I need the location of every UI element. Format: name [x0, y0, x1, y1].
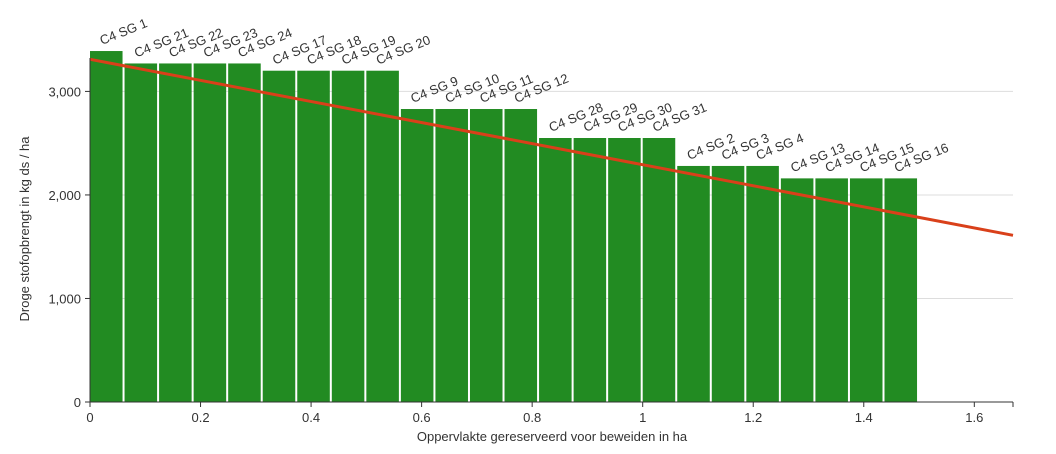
- y-axis-label: Droge stofopbrengt in kg ds / ha: [17, 136, 32, 322]
- bar: [400, 109, 434, 402]
- bar: [677, 165, 710, 402]
- y-tick-label: 3,000: [48, 84, 81, 99]
- x-tick-label: 0.8: [523, 410, 541, 425]
- bar: [815, 178, 848, 402]
- y-axis-ticks: 0 1,000 2,000 3,000: [48, 84, 90, 410]
- bar: [469, 109, 503, 402]
- x-tick-label: 0.6: [413, 410, 431, 425]
- trend-line: [89, 57, 1014, 237]
- x-tick-label: 1.4: [855, 410, 873, 425]
- bar: [228, 63, 261, 402]
- bar: [573, 138, 607, 402]
- bar: [366, 70, 399, 403]
- x-axis-label: Oppervlakte gereserveerd voor beweiden i…: [417, 429, 688, 444]
- bar: [297, 70, 330, 403]
- bar: [746, 165, 779, 402]
- bar: [159, 63, 192, 402]
- bar: [849, 178, 883, 402]
- bar: [124, 63, 158, 402]
- trend-line-group: [89, 57, 1014, 237]
- bar: [435, 109, 468, 402]
- bar: [90, 51, 123, 403]
- bar: [331, 70, 365, 403]
- x-tick-label: 1: [639, 410, 646, 425]
- y-tick-label: 0: [74, 395, 81, 410]
- bar: [780, 178, 814, 402]
- x-tick-label: 0.2: [191, 410, 209, 425]
- x-axis-ticks: 0 0.2 0.4 0.6 0.8 1 1.2 1.4 1.6: [86, 402, 1014, 425]
- bar: [193, 63, 227, 402]
- x-tick-label: 0: [86, 410, 93, 425]
- bar: [539, 138, 572, 402]
- x-tick-label: 1.6: [965, 410, 983, 425]
- x-tick-label: 1.2: [744, 410, 762, 425]
- bar: [608, 138, 641, 402]
- bars: [90, 51, 918, 403]
- x-tick-label: 0.4: [302, 410, 320, 425]
- bar: [262, 70, 296, 403]
- y-tick-label: 1,000: [48, 291, 81, 306]
- bar: [504, 109, 538, 402]
- y-tick-label: 2,000: [48, 188, 81, 203]
- bar: [642, 138, 676, 402]
- bar: [711, 165, 745, 402]
- axes: [89, 58, 1013, 403]
